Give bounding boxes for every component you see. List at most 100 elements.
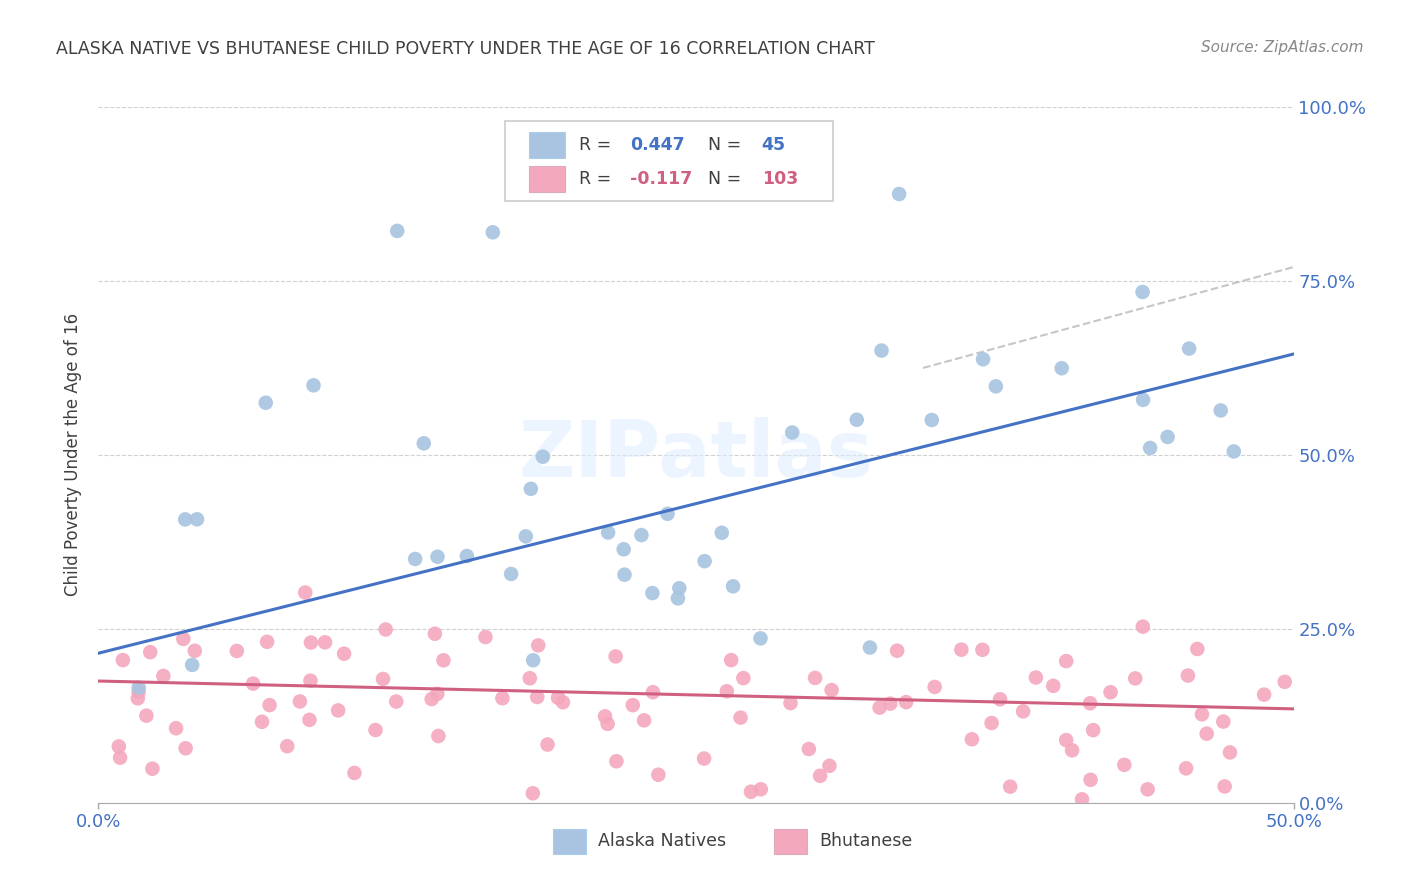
- Point: [299, 673, 322, 688]
- Point: [633, 714, 655, 728]
- Point: [1123, 672, 1146, 686]
- Text: ALASKA NATIVE VS BHUTANESE CHILD POVERTY UNDER THE AGE OF 16 CORRELATION CHART: ALASKA NATIVE VS BHUTANESE CHILD POVERTY…: [56, 40, 875, 58]
- Point: [242, 676, 264, 690]
- Point: [172, 632, 194, 646]
- Point: [501, 566, 523, 581]
- Point: [1054, 654, 1077, 668]
- Point: [299, 635, 322, 649]
- Point: [730, 711, 752, 725]
- Point: [254, 396, 277, 410]
- Point: [364, 723, 387, 737]
- Point: [593, 709, 616, 723]
- Point: [972, 643, 994, 657]
- Point: [668, 581, 690, 595]
- Point: [984, 379, 1007, 393]
- Point: [894, 695, 917, 709]
- Point: [613, 542, 636, 557]
- Point: [108, 739, 131, 754]
- Point: [980, 716, 1002, 731]
- Point: [1219, 746, 1241, 760]
- Point: [536, 738, 558, 752]
- Point: [432, 653, 454, 667]
- Point: [111, 653, 134, 667]
- Text: 103: 103: [762, 170, 799, 188]
- Text: ZIPatlas: ZIPatlas: [519, 417, 873, 493]
- Point: [551, 695, 574, 709]
- Point: [522, 653, 544, 667]
- Point: [1213, 780, 1236, 794]
- Point: [889, 187, 911, 202]
- Point: [298, 713, 321, 727]
- Point: [1132, 392, 1154, 407]
- Point: [596, 716, 619, 731]
- Point: [998, 780, 1021, 794]
- Bar: [529, 132, 565, 158]
- Point: [924, 680, 946, 694]
- Point: [960, 732, 983, 747]
- Bar: [529, 167, 565, 192]
- Point: [491, 691, 513, 706]
- Point: [420, 692, 443, 706]
- Point: [456, 549, 478, 563]
- Point: [225, 644, 247, 658]
- Text: Bhutanese: Bhutanese: [820, 832, 912, 850]
- Point: [288, 694, 311, 708]
- Point: [1132, 620, 1154, 634]
- Point: [869, 700, 891, 714]
- Point: [139, 645, 162, 659]
- Point: [519, 671, 541, 685]
- Point: [371, 672, 394, 686]
- Point: [256, 635, 278, 649]
- Text: 45: 45: [762, 136, 786, 154]
- Point: [1060, 743, 1083, 757]
- Point: [693, 554, 716, 568]
- Point: [641, 586, 664, 600]
- Bar: [553, 829, 586, 854]
- Point: [128, 681, 150, 695]
- Point: [720, 653, 742, 667]
- Point: [818, 759, 841, 773]
- Point: [250, 714, 273, 729]
- Point: [522, 786, 544, 800]
- Point: [1177, 668, 1199, 682]
- Point: [374, 623, 396, 637]
- Point: [343, 766, 366, 780]
- Point: [808, 769, 831, 783]
- Point: [859, 640, 882, 655]
- Point: [1081, 723, 1104, 738]
- Text: N =: N =: [709, 136, 747, 154]
- Point: [950, 642, 973, 657]
- Point: [259, 698, 281, 712]
- Point: [845, 413, 868, 427]
- Point: [1156, 430, 1178, 444]
- Point: [326, 703, 349, 717]
- Point: [294, 585, 316, 599]
- Point: [1078, 696, 1101, 710]
- Point: [181, 657, 204, 672]
- Point: [1054, 733, 1077, 747]
- Point: [657, 507, 679, 521]
- Point: [152, 669, 174, 683]
- Point: [1114, 757, 1136, 772]
- Point: [879, 697, 901, 711]
- Point: [184, 644, 207, 658]
- Point: [804, 671, 827, 685]
- Point: [1050, 361, 1073, 376]
- Point: [531, 450, 554, 464]
- Point: [481, 225, 505, 239]
- Point: [1187, 642, 1209, 657]
- Point: [302, 378, 325, 392]
- Point: [165, 721, 187, 735]
- Point: [1099, 685, 1122, 699]
- Point: [141, 762, 163, 776]
- Point: [710, 525, 733, 540]
- Point: [1212, 714, 1234, 729]
- Point: [1132, 285, 1154, 299]
- Text: R =: R =: [579, 170, 617, 188]
- Point: [613, 567, 636, 582]
- Point: [426, 687, 449, 701]
- Point: [426, 549, 449, 564]
- Point: [1274, 674, 1296, 689]
- Point: [423, 626, 446, 640]
- Point: [520, 482, 543, 496]
